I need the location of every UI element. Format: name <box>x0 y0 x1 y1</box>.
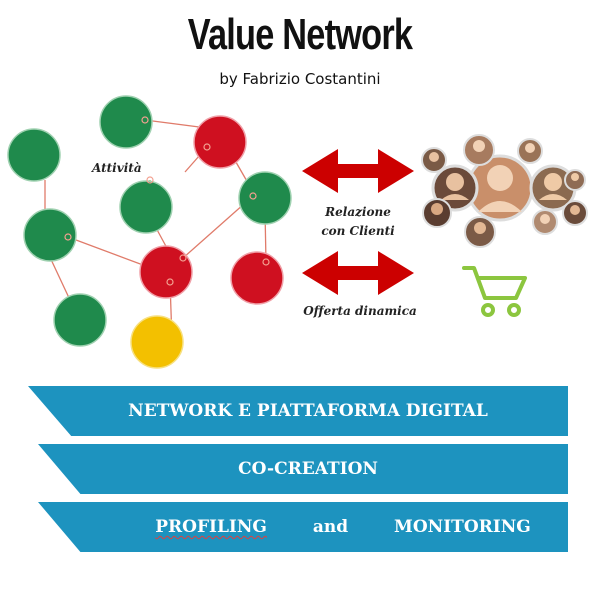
activity-node-green <box>23 208 77 262</box>
activity-node-green <box>53 293 107 347</box>
banner-label-profiling: PROFILING <box>155 517 267 537</box>
banner-co-creation: CO-CREATION <box>38 444 568 494</box>
activity-node-green <box>119 180 173 234</box>
person-avatar-icon <box>431 164 479 212</box>
customer-cluster <box>421 134 588 248</box>
banner-label-group: PROFILING and MONITORING <box>115 517 531 537</box>
activity-node-yellow <box>130 315 184 369</box>
page-title: Value Network <box>187 10 413 59</box>
page-subtitle: by Fabrizio Costantini <box>219 70 381 88</box>
person-avatar-icon <box>421 147 447 173</box>
double-arrow-offer <box>302 251 414 295</box>
activity-node-green <box>99 95 153 149</box>
connector-dot <box>262 258 270 266</box>
person-avatar-icon <box>464 216 496 248</box>
person-avatar-icon <box>564 169 586 191</box>
connector-dot <box>141 116 149 124</box>
banner-label: NETWORK E PIATTAFORMA DIGITAL <box>128 401 488 421</box>
banner-label: CO-CREATION <box>238 459 378 479</box>
shopping-cart-icon <box>462 266 527 317</box>
activity-node-red <box>230 251 284 305</box>
banner-label-monitoring: MONITORING <box>394 517 531 537</box>
person-avatar-icon <box>466 154 534 222</box>
label-activities: Attività <box>91 161 142 175</box>
network-link <box>144 119 208 129</box>
connector-dot <box>64 233 72 241</box>
connector-dot <box>249 192 257 200</box>
value-network-diagram: Attività Relazione con Clienti Offerta d… <box>7 95 588 369</box>
label-relations-1: Relazione <box>324 205 391 219</box>
person-avatar-icon <box>532 209 558 235</box>
connector-dot <box>179 254 187 262</box>
activity-node-green <box>7 128 61 182</box>
label-offer: Offerta dinamica <box>303 304 417 318</box>
activity-node-red <box>139 245 193 299</box>
connector-dot <box>166 278 174 286</box>
node-connectors <box>64 116 270 286</box>
connector-dot <box>146 176 154 184</box>
label-relations-2: con Clienti <box>321 224 395 238</box>
double-arrow-relations <box>302 149 414 193</box>
banner-label-and: and <box>312 517 349 537</box>
person-avatar-icon <box>463 134 495 166</box>
person-avatar-icon <box>562 200 588 226</box>
network-nodes <box>7 95 292 369</box>
person-avatar-icon <box>517 138 543 164</box>
activity-node-green <box>238 171 292 225</box>
activity-node-red <box>193 115 247 169</box>
person-avatar-icon <box>422 198 452 228</box>
banner-profiling-monitoring: PROFILING and MONITORING <box>38 502 568 552</box>
network-link <box>67 236 144 266</box>
connector-dot <box>203 143 211 151</box>
banner-network-platform: NETWORK E PIATTAFORMA DIGITAL <box>28 386 568 436</box>
